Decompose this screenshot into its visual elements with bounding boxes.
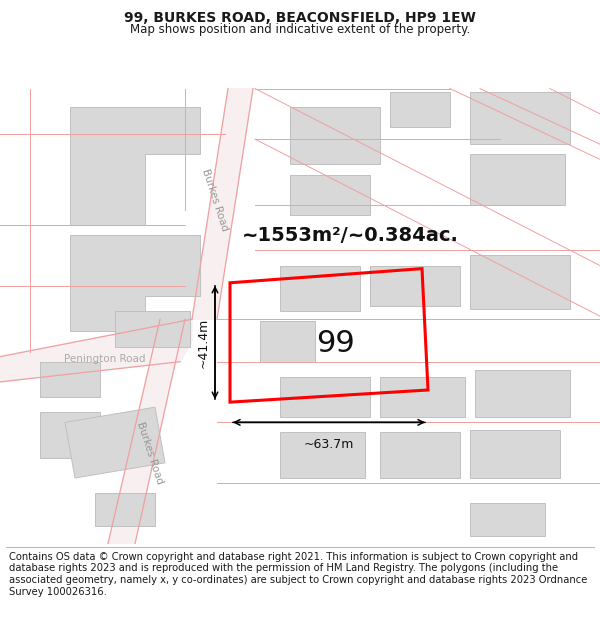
Polygon shape (192, 89, 253, 319)
Polygon shape (470, 92, 570, 144)
Polygon shape (290, 107, 380, 164)
Text: ~1553m²/~0.384ac.: ~1553m²/~0.384ac. (242, 226, 458, 245)
Polygon shape (40, 412, 100, 458)
Polygon shape (470, 154, 565, 205)
Text: Contains OS data © Crown copyright and database right 2021. This information is : Contains OS data © Crown copyright and d… (9, 552, 587, 597)
Polygon shape (95, 493, 155, 526)
Polygon shape (40, 362, 100, 397)
Polygon shape (380, 377, 465, 418)
Polygon shape (108, 319, 185, 544)
Polygon shape (70, 107, 200, 225)
Polygon shape (0, 319, 192, 382)
Polygon shape (70, 235, 200, 331)
Text: ~63.7m: ~63.7m (304, 438, 354, 451)
Polygon shape (390, 92, 450, 127)
Text: Burkes Road: Burkes Road (135, 420, 165, 485)
Polygon shape (260, 321, 315, 362)
Polygon shape (475, 370, 570, 418)
Text: Burkes Road: Burkes Road (200, 168, 230, 232)
Polygon shape (115, 311, 190, 346)
Polygon shape (370, 266, 460, 306)
Polygon shape (470, 503, 545, 536)
Polygon shape (280, 266, 360, 311)
Text: Map shows position and indicative extent of the property.: Map shows position and indicative extent… (130, 23, 470, 36)
Polygon shape (470, 256, 570, 309)
Text: Penington Road: Penington Road (64, 354, 146, 364)
Polygon shape (380, 432, 460, 478)
Polygon shape (280, 432, 365, 478)
Polygon shape (290, 174, 370, 215)
Text: ~41.4m: ~41.4m (197, 318, 210, 368)
Polygon shape (280, 377, 370, 418)
Polygon shape (470, 431, 560, 478)
Polygon shape (65, 408, 165, 478)
Text: 99: 99 (316, 329, 355, 358)
Text: 99, BURKES ROAD, BEACONSFIELD, HP9 1EW: 99, BURKES ROAD, BEACONSFIELD, HP9 1EW (124, 11, 476, 24)
